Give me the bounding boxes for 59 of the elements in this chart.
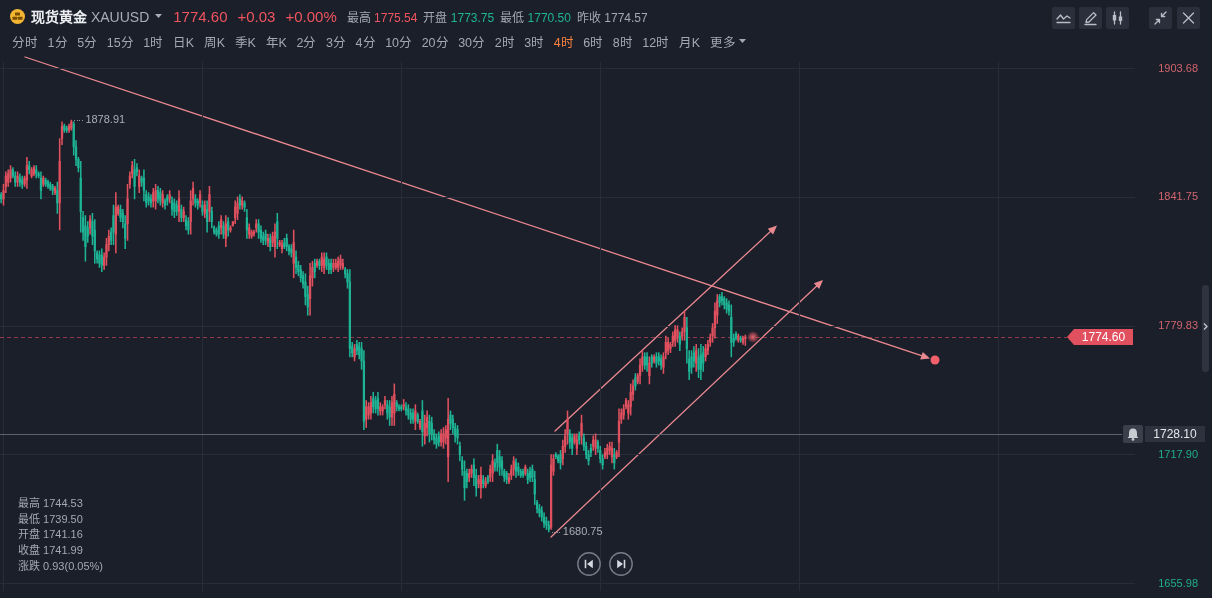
text: 2分 xyxy=(296,34,317,51)
text: 1分 xyxy=(47,34,68,51)
candlestick xyxy=(402,399,405,411)
text: 开盘 1773.75 xyxy=(423,10,495,25)
text: 4时 xyxy=(553,34,574,51)
ref-line-label: 1774.60 xyxy=(1081,329,1126,344)
y-tick-label: 1717.90 xyxy=(1158,447,1198,460)
y-tick-label: 1779.83 xyxy=(1158,319,1198,332)
text: 30分 xyxy=(458,34,486,51)
text: 最低 1770.50 xyxy=(500,10,571,25)
candlestick xyxy=(285,233,288,252)
text: 6时 xyxy=(583,34,604,51)
candlestick xyxy=(545,516,548,530)
text: 月K xyxy=(678,34,701,51)
text: 8时 xyxy=(612,34,633,51)
text: 3分 xyxy=(326,34,346,51)
candlestick xyxy=(374,396,377,414)
text: 4分 xyxy=(355,34,376,51)
text: 周K xyxy=(203,34,226,51)
text: 2时 xyxy=(494,34,515,51)
candlestick xyxy=(152,188,155,208)
text: 季K xyxy=(234,34,256,51)
text: 3时 xyxy=(524,34,545,51)
text: 12时 xyxy=(642,34,670,51)
annotation: 1680.75 xyxy=(562,525,603,538)
ref-line-label: 1728.10 xyxy=(1153,426,1198,441)
candlestick xyxy=(449,410,452,430)
y-tick-label: 1903.68 xyxy=(1158,61,1198,74)
y-tick-label: 1841.75 xyxy=(1158,190,1198,203)
annotation: 开盘 1741.16 xyxy=(18,527,84,543)
annotation: 1878.91 xyxy=(85,113,126,126)
candlestick xyxy=(730,304,733,358)
annotation: 涨跌 0.93(0.05%) xyxy=(18,558,103,574)
annotation: 最低 1739.50 xyxy=(18,511,84,527)
annotation: 最高 1744.53 xyxy=(18,496,84,511)
text: 15分 xyxy=(106,34,134,51)
text: 昨收 1774.57 xyxy=(576,10,648,25)
candlestick xyxy=(372,391,375,414)
text: 20分 xyxy=(421,34,449,51)
text: 5分 xyxy=(77,34,98,51)
candlestick xyxy=(257,219,260,239)
text: 最高 1775.54 xyxy=(346,10,418,25)
text: 年K xyxy=(265,34,287,51)
candlestick xyxy=(166,194,169,206)
candlestick xyxy=(517,462,520,476)
text: 1774.60 xyxy=(173,7,228,25)
text: 1时 xyxy=(143,34,164,51)
candlestick xyxy=(283,238,286,250)
y-tick-label: 1655.98 xyxy=(1158,576,1198,589)
text: 分时 xyxy=(12,34,38,51)
chart-title: 现货黄金 XAUUSD xyxy=(31,9,150,25)
candlestick xyxy=(491,454,494,482)
annotation: 收盘 1741.99 xyxy=(18,543,84,559)
text: 日K xyxy=(172,34,195,51)
text: +0.00% xyxy=(285,7,337,25)
text: 更多 xyxy=(709,34,736,51)
text: 10分 xyxy=(385,34,413,51)
text: +0.03 xyxy=(237,7,276,25)
candlestick xyxy=(229,225,232,233)
